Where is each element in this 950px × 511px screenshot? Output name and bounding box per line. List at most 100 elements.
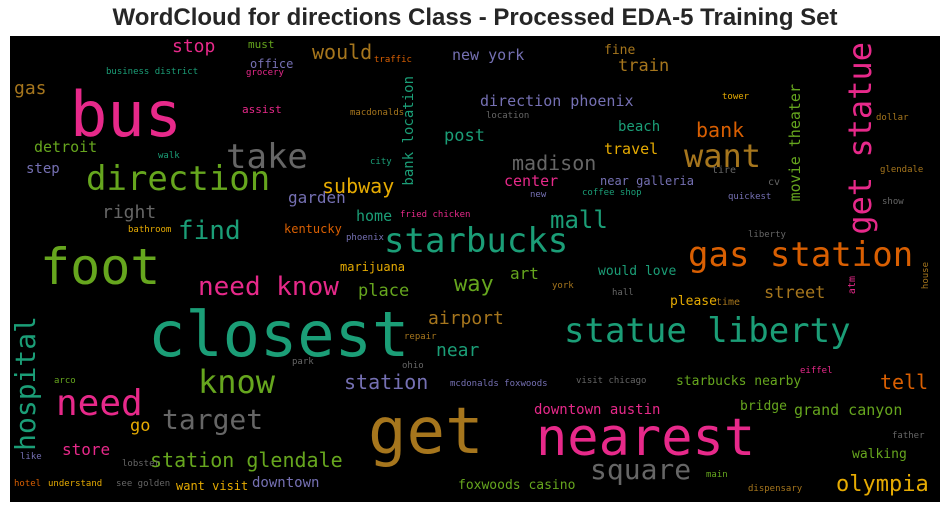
word: know [198,363,276,401]
word: atm [847,276,858,295]
word: would love [598,264,677,279]
word: eiffel [800,366,833,376]
word: target [162,403,264,436]
word: statue liberty [564,311,851,351]
word: want [684,137,762,175]
word: nearest [536,408,756,468]
word: downtown [252,475,320,491]
word: city [370,157,392,167]
word: near [436,340,480,361]
word: fine [604,43,636,58]
word: hotel [14,479,42,489]
word: want visit [176,479,249,493]
word: gas [14,78,47,99]
word: garden [288,188,346,207]
word: understand [48,479,103,489]
word: phoenix [346,233,384,243]
word: arco [54,376,76,386]
word: starbucks nearby [676,374,802,389]
word: quickest [728,192,772,202]
word: new [530,190,547,200]
word: madison [512,151,597,175]
word: find [178,216,241,246]
word: foxwoods casino [458,478,576,493]
word: right [102,202,157,223]
word: park [292,357,314,367]
word: store [62,440,111,459]
word: starbucks [384,221,569,261]
word: assist [242,103,282,116]
word: dispensary [748,484,803,494]
word: bus [70,78,182,151]
word: grocery [246,68,284,78]
word: macdonalds [350,108,405,118]
word: dollar [876,113,909,123]
word: new york [452,46,525,64]
word: bank [696,118,745,142]
word: airport [428,308,504,329]
word: detroit [34,138,98,156]
word: york [552,281,574,291]
word: need [56,383,143,424]
word: get statue [841,42,879,235]
word: traffic [374,55,412,65]
word: must [248,38,275,51]
word: direction [86,159,271,199]
word: mcdonalds foxwoods [450,379,548,389]
word: near galleria [600,174,694,188]
word: travel [604,140,659,158]
word: downtown austin [534,402,661,418]
word: bank location [401,76,417,186]
word: tower [722,92,750,102]
word: bridge [740,399,787,414]
word: fried chicken [400,210,471,220]
word: train [618,56,670,76]
word: bathroom [128,225,172,235]
word: movie theater [786,84,804,202]
word: hall [612,288,634,298]
word: liberty [748,230,786,240]
word: coffee shop [582,188,642,198]
word: show [882,197,904,207]
word: glendale [880,165,924,175]
word: closest [148,298,410,371]
word: mall [550,206,608,234]
word: grand canyon [794,401,903,419]
word: tire [712,165,737,176]
word: repair [404,332,437,342]
word: way [454,272,494,297]
word: take [226,137,308,177]
word: place [358,281,410,301]
word: street [764,283,826,303]
word: home [356,207,393,225]
word: see golden [116,479,171,489]
word: olympia [836,472,929,497]
word: house [921,262,931,290]
page-title: WordCloud for directions Class - Process… [112,4,838,31]
word: walking [852,447,907,462]
word: time [716,297,741,308]
word: father [892,431,925,441]
word: tell [880,370,929,394]
word: walk [158,151,180,161]
word: office [250,57,294,71]
wordcloud-canvas: bus foot direction take find closest get… [10,36,940,502]
word: gas station [688,235,914,275]
word: station [344,370,429,394]
word: foot [40,238,161,296]
word: ohio [402,361,424,371]
word: station glendale [150,448,343,472]
word: step [26,161,60,177]
word: main [706,470,728,480]
word: get [368,395,484,469]
word: kentucky [284,222,342,236]
word: business district [106,67,199,77]
word: go [130,416,151,436]
word: subway [322,174,395,198]
word: direction phoenix [480,92,634,110]
word: art [510,264,539,283]
word: square [590,453,692,486]
word: stop [172,36,216,57]
word: marijuana [340,260,406,274]
word: lobster [122,459,160,469]
